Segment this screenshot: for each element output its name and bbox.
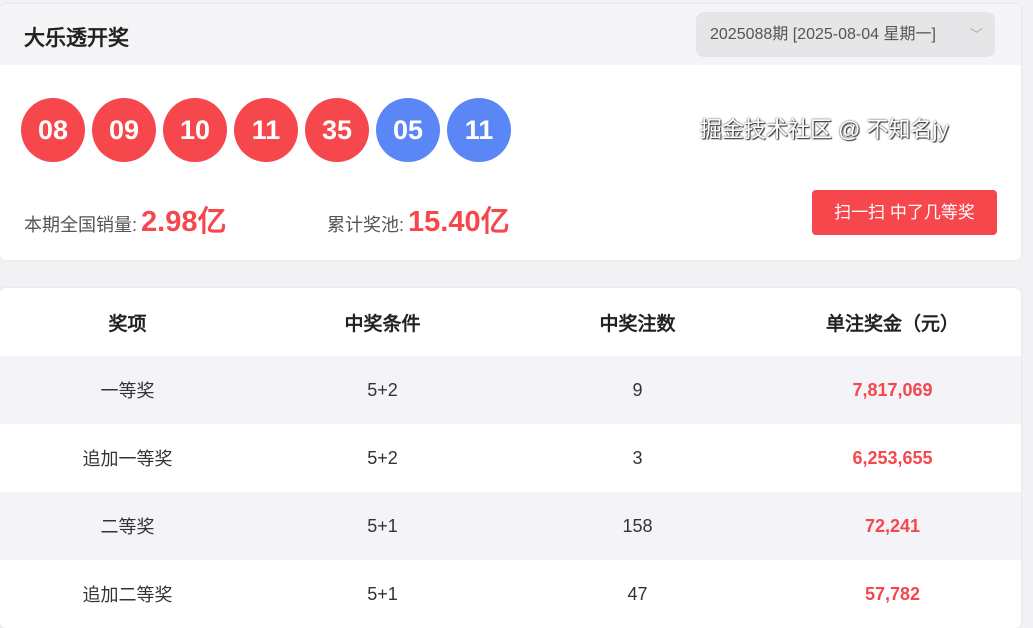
sales-value: 2.98亿 <box>141 206 227 238</box>
front-ball: 35 <box>305 98 369 162</box>
column-header: 中奖条件 <box>344 313 421 335</box>
winner-count: 9 <box>632 379 643 400</box>
front-ball: 08 <box>21 98 85 162</box>
pool-stat: 累计奖池: 15.40亿 <box>327 198 510 240</box>
column-header: 奖项 <box>108 313 147 335</box>
prize-table: 奖项 中奖条件 中奖注数 单注奖金（元） 一等奖 5+2 9 7,817,069… <box>0 288 1021 628</box>
page-title: 大乐透开奖 <box>24 27 129 50</box>
prize-amount: 57,782 <box>864 583 921 604</box>
watermark: 掘金技术社区 @ 不知名jy <box>700 117 949 142</box>
table-row: 追加二等奖 5+1 47 57,782 <box>0 560 1021 628</box>
sales-stat: 本期全国销量: 2.98亿 <box>24 198 226 240</box>
table-row: 追加一等奖 5+2 3 6,253,655 <box>0 424 1021 492</box>
chevron-down-icon: ﹀ <box>969 27 983 42</box>
column-header: 中奖注数 <box>599 313 676 335</box>
condition: 5+1 <box>367 515 398 536</box>
prize-level: 二等奖 <box>100 517 155 537</box>
prize-level: 追加二等奖 <box>82 585 173 605</box>
prize-level: 追加一等奖 <box>82 449 173 469</box>
back-ball: 05 <box>376 98 440 162</box>
issue-select[interactable]: 2025088期 [2025-08-04 星期一] ﹀ <box>696 12 995 57</box>
card-header: 大乐透开奖 2025088期 [2025-08-04 星期一] ﹀ <box>0 4 1021 65</box>
front-ball: 10 <box>163 98 227 162</box>
table-row: 一等奖 5+2 9 7,817,069 <box>0 356 1021 424</box>
back-ball: 11 <box>447 98 511 162</box>
scan-button[interactable]: 扫一扫 中了几等奖 <box>812 190 997 235</box>
condition: 5+2 <box>367 447 398 468</box>
sales-label: 本期全国销量: <box>24 215 138 235</box>
winner-count: 3 <box>632 447 643 468</box>
condition: 5+1 <box>367 583 398 604</box>
column-header: 单注奖金（元） <box>825 313 959 335</box>
issue-select-value: 2025088期 [2025-08-04 星期一] <box>710 26 936 43</box>
prize-amount: 7,817,069 <box>852 379 933 400</box>
table-header: 奖项 中奖条件 中奖注数 单注奖金（元） <box>0 288 1021 356</box>
winner-count: 47 <box>627 583 648 604</box>
front-ball: 11 <box>234 98 298 162</box>
pool-value: 15.40亿 <box>408 206 510 238</box>
winning-numbers: 08 09 10 11 35 05 11 <box>21 98 511 162</box>
draw-result-card: 大乐透开奖 2025088期 [2025-08-04 星期一] ﹀ 08 09 1… <box>0 4 1021 260</box>
prize-amount: 72,241 <box>864 515 921 536</box>
table-row: 二等奖 5+1 158 72,241 <box>0 492 1021 560</box>
winner-count: 158 <box>622 515 653 536</box>
pool-label: 累计奖池: <box>327 215 405 235</box>
condition: 5+2 <box>367 379 398 400</box>
prize-level: 一等奖 <box>100 381 155 401</box>
front-ball: 09 <box>92 98 156 162</box>
prize-amount: 6,253,655 <box>852 447 933 468</box>
